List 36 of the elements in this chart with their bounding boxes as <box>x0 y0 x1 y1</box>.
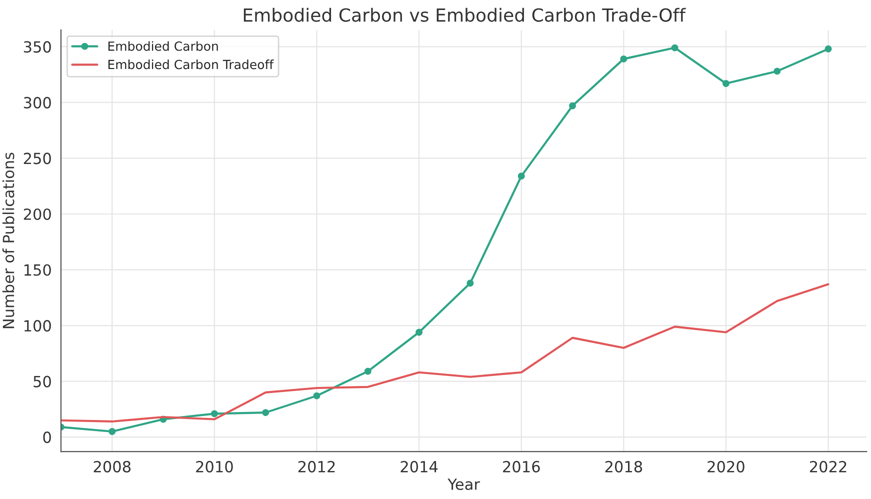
point <box>108 428 116 435</box>
legend-label: Embodied Carbon Tradeoff <box>108 60 274 70</box>
point <box>416 328 423 336</box>
x-tick-label: 2020 <box>708 460 744 472</box>
point <box>466 280 474 287</box>
x-tick-label: 2010 <box>196 460 233 472</box>
point <box>671 44 678 52</box>
chart-title: Embodied Carbon vs Embodied Carbon Trade-Off <box>244 8 686 22</box>
y-axis-title: Number of Publications <box>2 152 14 328</box>
y-tick-label: 250 <box>24 152 51 164</box>
line-series <box>60 283 830 423</box>
x-tick-label: 2016 <box>503 460 540 472</box>
point <box>569 102 576 110</box>
point <box>518 172 525 180</box>
point <box>364 368 372 375</box>
x-tick-label: 2018 <box>605 460 642 472</box>
x-tick-label: 2014 <box>400 460 438 472</box>
point <box>313 392 320 400</box>
point <box>722 80 730 87</box>
point <box>774 68 781 75</box>
y-tick-label: 200 <box>24 208 51 220</box>
point <box>824 45 832 52</box>
x-axis-title: Year <box>448 478 480 490</box>
y-tick-label: 0 <box>43 432 51 444</box>
y-tick-label: 100 <box>24 320 51 332</box>
x-tick-label: 2012 <box>298 460 335 472</box>
y-tick-label: 50 <box>34 376 51 388</box>
y-tick-label: 350 <box>24 41 51 53</box>
point <box>620 55 628 62</box>
x-tick-label: 2022 <box>810 460 846 472</box>
point <box>210 410 218 418</box>
legend-label: Embodied Carbon <box>108 41 218 51</box>
x-tick-label: 2008 <box>94 460 131 472</box>
y-tick-label: 300 <box>24 96 51 108</box>
y-tick-label: 150 <box>24 264 51 276</box>
point <box>262 409 270 416</box>
